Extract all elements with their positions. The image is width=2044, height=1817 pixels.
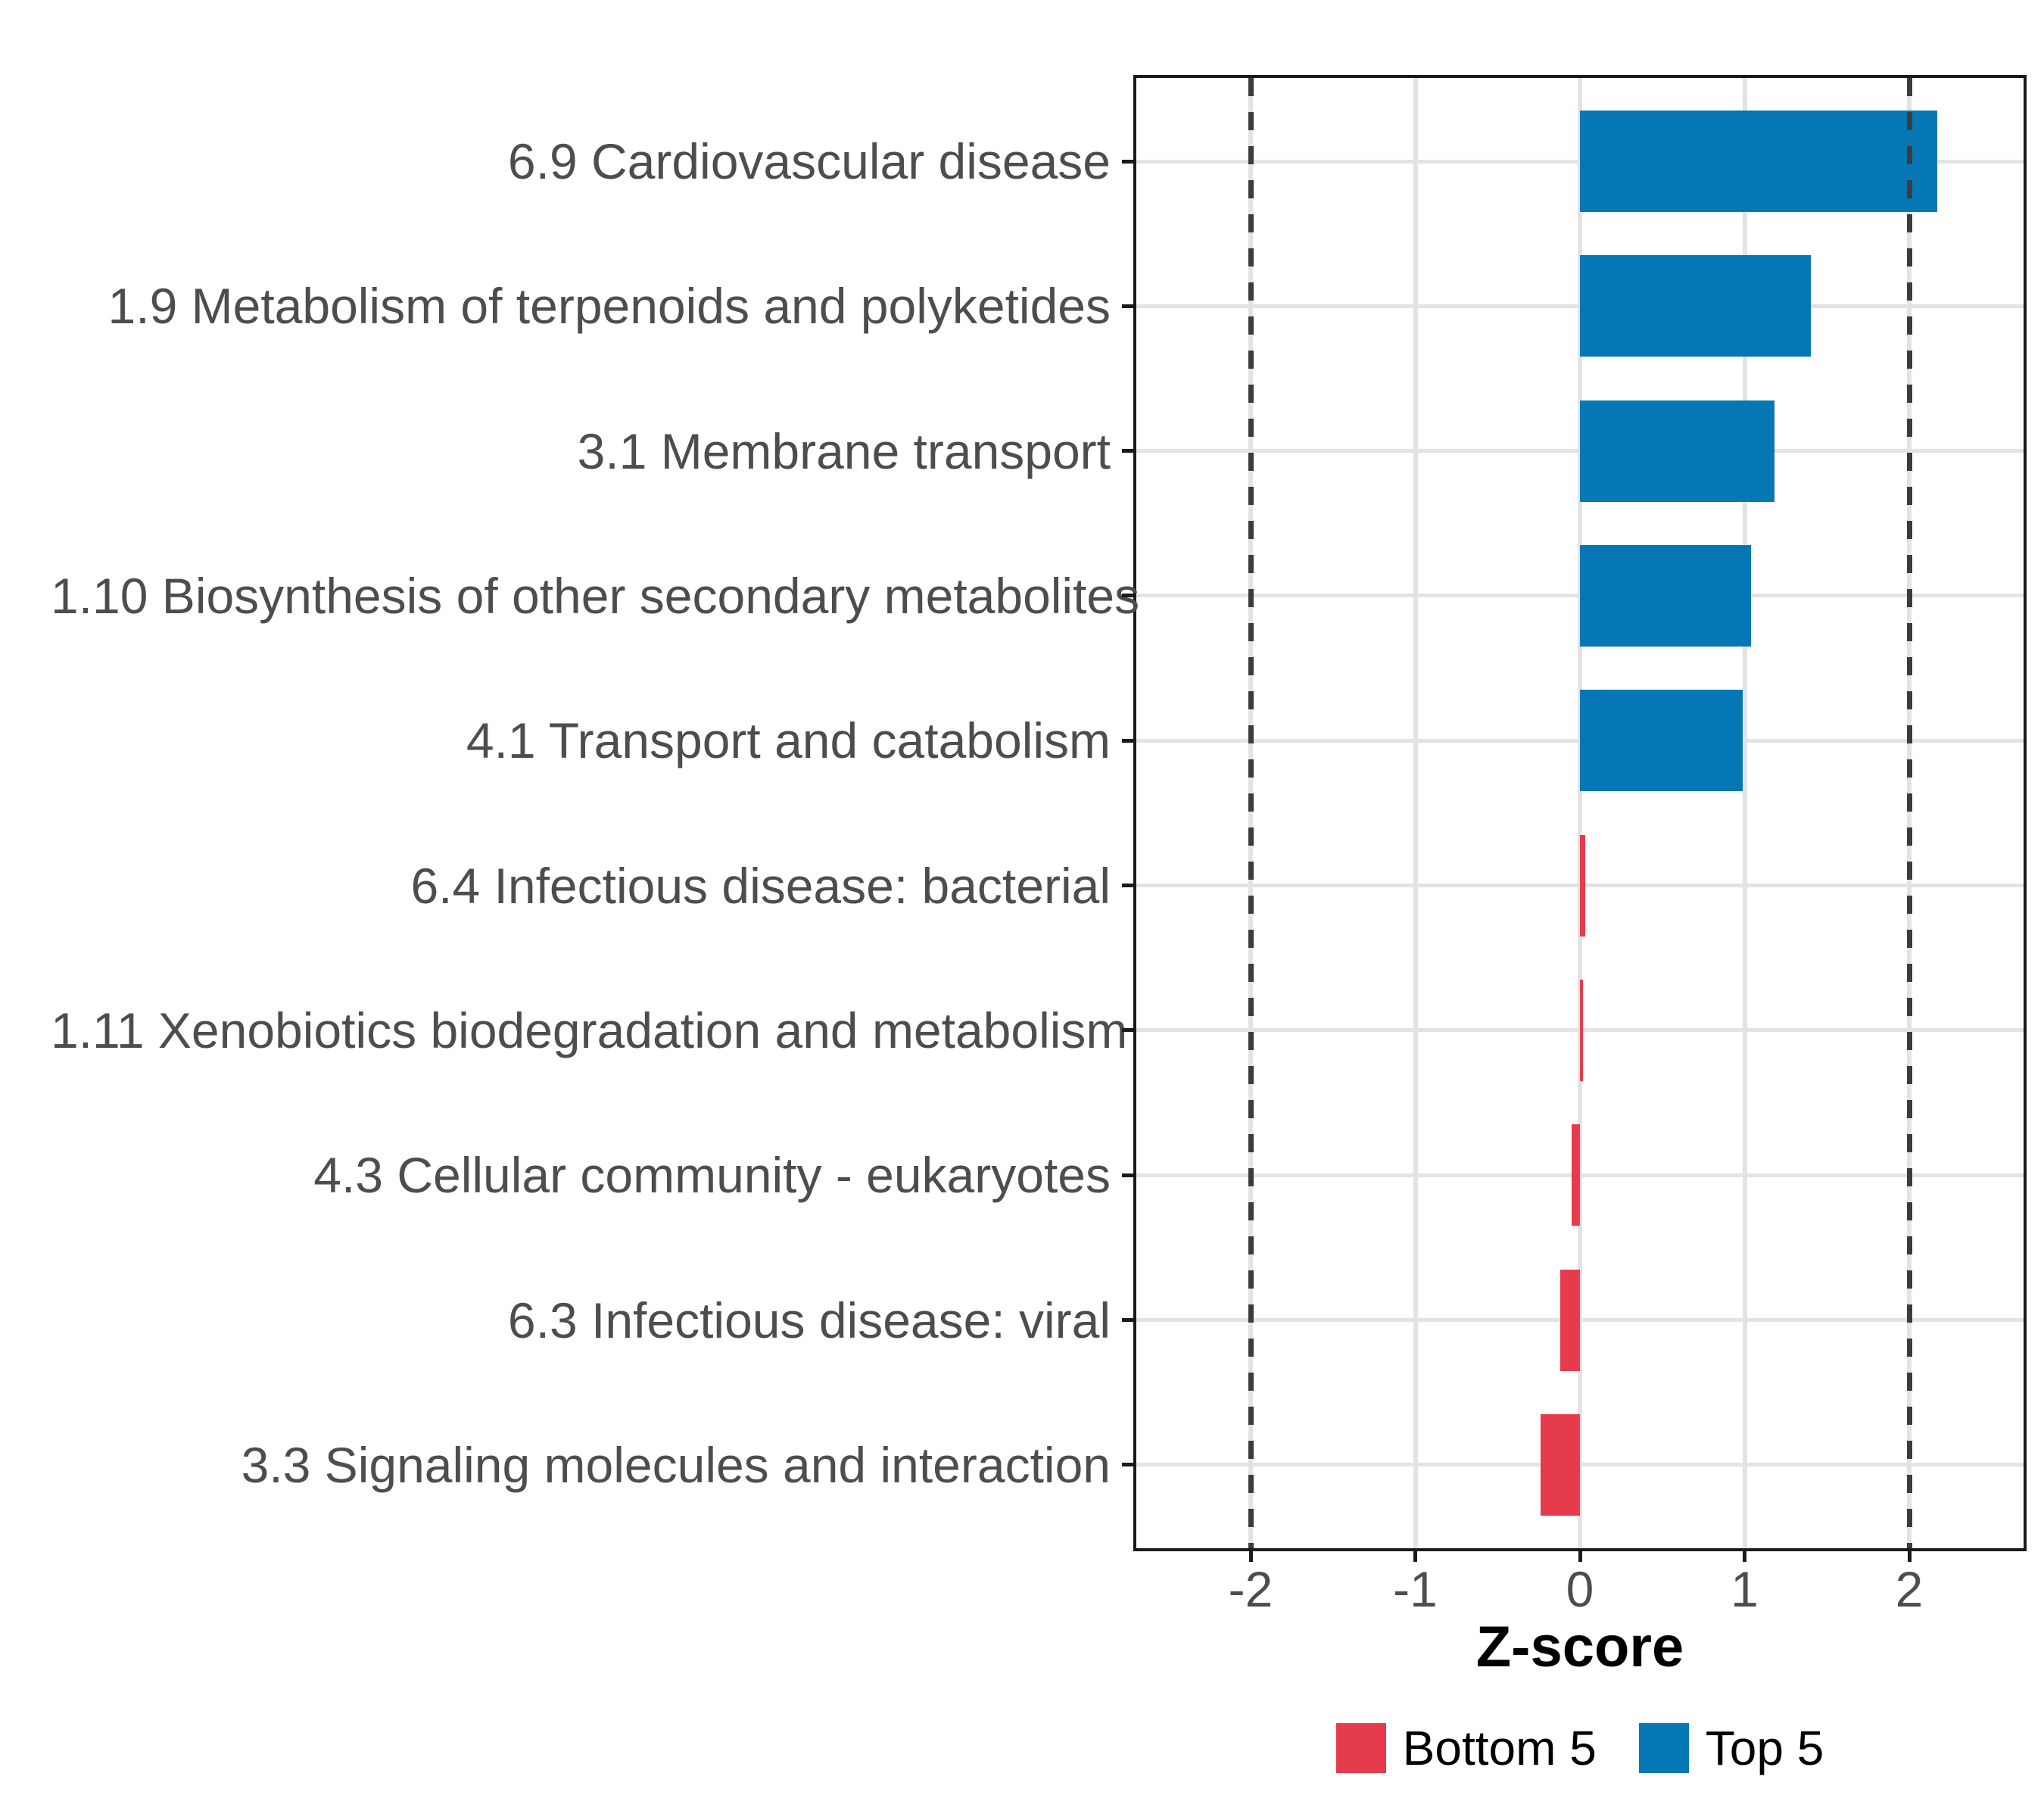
x-tick-label: -2 — [1228, 1561, 1273, 1617]
bar — [1580, 979, 1584, 1081]
x-axis-title: Z-score — [1475, 1615, 1684, 1679]
category-label: 1.10 Biosynthesis of other secondary met… — [51, 567, 1140, 624]
bar — [1572, 1124, 1580, 1226]
category-label: 1.9 Metabolism of terpenoids and polyket… — [107, 278, 1111, 335]
legend-label-top5: Top 5 — [1705, 1721, 1824, 1775]
bar — [1580, 544, 1752, 647]
legend-label-bottom5: Bottom 5 — [1402, 1721, 1597, 1775]
y-tick-mark — [1122, 738, 1133, 743]
category-label: 3.3 Signaling molecules and interaction — [241, 1436, 1111, 1493]
y-tick-mark — [1122, 884, 1133, 888]
y-tick-mark — [1122, 304, 1133, 308]
category-label: 6.4 Infectious disease: bacterial — [410, 857, 1111, 914]
y-tick-mark — [1122, 594, 1133, 598]
x-tick-mark — [1413, 1551, 1417, 1562]
bar — [1580, 834, 1585, 937]
dashed-reference-line — [1248, 78, 1254, 1548]
dashed-reference-line — [1906, 78, 1912, 1548]
category-label: 3.1 Membrane transport — [577, 422, 1111, 479]
vertical-gridline — [1578, 78, 1582, 1548]
y-tick-mark — [1122, 449, 1133, 453]
legend-swatch-bottom5 — [1335, 1723, 1386, 1773]
x-tick-mark — [1907, 1551, 1912, 1562]
x-tick-mark — [1248, 1551, 1253, 1562]
y-tick-mark — [1122, 1028, 1133, 1033]
y-tick-mark — [1122, 1463, 1133, 1467]
bar — [1580, 111, 1937, 212]
bar — [1540, 1413, 1580, 1516]
bar — [1580, 400, 1774, 502]
bar — [1580, 690, 1743, 792]
legend-item-top5: Top 5 — [1638, 1720, 1824, 1776]
legend: Bottom 5 Top 5 — [1133, 1720, 2027, 1776]
x-tick-label: 0 — [1566, 1561, 1594, 1617]
category-label: 1.11 Xenobiotics biodegradation and meta… — [51, 1002, 1128, 1058]
bar — [1580, 255, 1811, 357]
x-tick-label: -1 — [1393, 1561, 1438, 1617]
plot-panel — [1133, 75, 2027, 1551]
y-tick-mark — [1122, 1173, 1133, 1177]
y-tick-mark — [1122, 159, 1133, 164]
y-tick-mark — [1122, 1318, 1133, 1323]
x-tick-mark — [1578, 1551, 1582, 1562]
category-label: 6.9 Cardiovascular disease — [507, 133, 1111, 189]
legend-swatch-top5 — [1638, 1723, 1689, 1773]
x-tick-mark — [1743, 1551, 1746, 1562]
x-tick-label: 2 — [1895, 1561, 1924, 1617]
legend-item-bottom5: Bottom 5 — [1335, 1720, 1597, 1776]
category-label: 4.3 Cellular community - eukaryotes — [313, 1147, 1111, 1204]
x-tick-label: 1 — [1731, 1561, 1759, 1617]
category-label: 4.1 Transport and catabolism — [466, 712, 1111, 769]
vertical-gridline — [1413, 78, 1418, 1548]
category-label: 6.3 Infectious disease: viral — [507, 1292, 1111, 1348]
bar — [1559, 1269, 1580, 1371]
vertical-gridline — [1742, 78, 1747, 1548]
